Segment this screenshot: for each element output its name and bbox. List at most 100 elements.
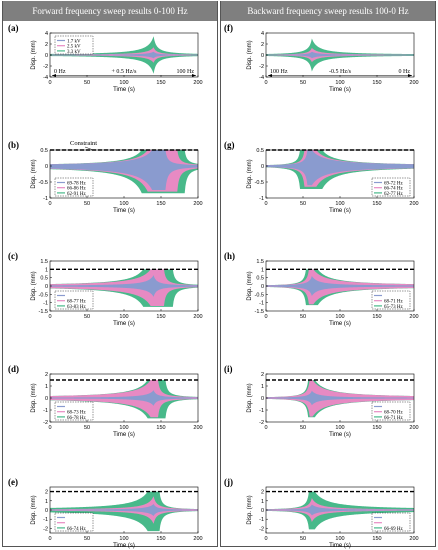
y-tick-label: -1 — [43, 301, 48, 307]
x-axis-label: Time (s) — [113, 321, 135, 327]
panel-label: (f) — [224, 23, 233, 33]
panel-label: (h) — [224, 251, 235, 261]
y-tick-label: 2 — [45, 490, 48, 496]
y-tick-label: 0.5 — [40, 148, 48, 154]
x-axis-label: Time (s) — [329, 432, 351, 438]
legend-label: 68-73 Hz — [67, 411, 87, 416]
x-tick-label: 200 — [193, 314, 202, 320]
legend-label: 69-72 Hz — [384, 182, 404, 187]
series-area-1 — [50, 504, 198, 516]
y-tick-label: -1.5 — [255, 309, 264, 315]
series-area-1 — [266, 390, 414, 406]
x-axis-label: Time (s) — [113, 208, 135, 214]
y-axis-label: Disp. (mm) — [31, 40, 37, 69]
series-area-1 — [50, 150, 198, 190]
sweep-arrow-head — [192, 74, 196, 77]
plot-area — [266, 269, 414, 306]
y-tick-label: 4 — [45, 31, 48, 37]
y-tick-label: 2 — [261, 490, 264, 496]
x-tick-label: 50 — [84, 80, 90, 86]
y-tick-label: 1 — [45, 384, 48, 390]
y-tick-label: -1 — [43, 408, 48, 414]
x-tick-label: 100 — [335, 536, 344, 542]
x-tick-label: 50 — [84, 314, 90, 320]
plot-area — [50, 150, 198, 194]
series-area-1 — [266, 51, 414, 59]
y-tick-label: -1 — [259, 301, 264, 307]
backward-column-header: Backward frequency sweep results 100-0 H… — [221, 1, 435, 21]
x-tick-label: 150 — [156, 201, 165, 207]
x-tick-label: 200 — [409, 536, 418, 542]
x-tick-label: 50 — [84, 536, 90, 542]
x-tick-label: 100 — [335, 80, 344, 86]
plot-area — [266, 38, 414, 72]
x-tick-label: 0 — [264, 536, 267, 542]
legend-label: 66-86 Hz — [67, 187, 87, 192]
y-tick-label: -2 — [43, 526, 48, 532]
y-tick-label: -1 — [259, 196, 264, 202]
panel-label: (i) — [224, 364, 233, 374]
x-tick-label: 200 — [409, 314, 418, 320]
constraint-pointer — [84, 146, 93, 150]
legend-label: 2.5 kV — [67, 45, 81, 50]
legend-label: 63-83 Hz — [67, 305, 87, 310]
panel-e: (e) 0 50 100 150 200 Time (s) -2 -1 0 1 2 Disp. (mm)… — [8, 477, 203, 549]
y-axis-label: Disp. (mm) — [31, 159, 37, 188]
y-tick-label: 1 — [261, 267, 264, 273]
y-tick-label: -2 — [259, 64, 264, 70]
x-tick-label: 150 — [372, 536, 381, 542]
y-tick-label: 0.5 — [256, 276, 264, 282]
x-tick-label: 200 — [409, 80, 418, 86]
x-axis-label: Time (s) — [329, 87, 351, 93]
x-tick-label: 150 — [372, 80, 381, 86]
legend-label: 1.7 kV — [67, 40, 81, 45]
panel-f: (f) 0 50 100 150 200 Time (s) -4 -2 0 2 4 Disp. (mm)… — [224, 23, 419, 93]
x-axis-label: Time (s) — [329, 208, 351, 214]
y-tick-label: -2 — [43, 420, 48, 426]
y-tick-label: 0 — [261, 508, 264, 514]
x-axis-label: Time (s) — [113, 87, 135, 93]
y-axis-label: Disp. (mm) — [247, 159, 253, 188]
x-tick-label: 150 — [372, 314, 381, 320]
series-area-1 — [50, 390, 198, 406]
y-tick-label: 0 — [45, 53, 48, 59]
x-tick-label: 150 — [372, 425, 381, 431]
y-tick-label: -0.5 — [255, 180, 264, 186]
x-tick-label: 200 — [193, 201, 202, 207]
y-tick-label: -1 — [259, 408, 264, 414]
y-tick-label: -0.5 — [39, 180, 48, 186]
y-tick-label: 2 — [45, 42, 48, 48]
plot-area — [50, 36, 198, 74]
y-tick-label: 2 — [45, 372, 48, 378]
x-tick-label: 50 — [300, 536, 306, 542]
x-tick-label: 50 — [300, 201, 306, 207]
x-tick-label: 150 — [156, 314, 165, 320]
series-area-1 — [266, 504, 414, 516]
legend-label: 68-77 Hz — [67, 300, 87, 305]
x-tick-label: 100 — [335, 314, 344, 320]
y-tick-label: 1 — [45, 499, 48, 505]
x-tick-label: 150 — [156, 80, 165, 86]
y-tick-label: 0.5 — [256, 148, 264, 154]
y-tick-label: -0.5 — [255, 292, 264, 298]
y-tick-label: 2 — [261, 42, 264, 48]
series-area-1 — [50, 275, 198, 297]
y-axis-label: Disp. (mm) — [31, 383, 37, 412]
y-axis-label: Disp. (mm) — [247, 383, 253, 412]
x-tick-label: 0 — [48, 314, 51, 320]
x-axis-label: Time (s) — [329, 321, 351, 327]
y-tick-label: -1 — [43, 517, 48, 523]
x-tick-label: 0 — [264, 314, 267, 320]
x-tick-label: 0 — [48, 80, 51, 86]
x-tick-label: 200 — [193, 536, 202, 542]
x-tick-label: 50 — [300, 80, 306, 86]
x-tick-label: 200 — [409, 201, 418, 207]
x-tick-label: 150 — [156, 536, 165, 542]
y-tick-label: -4 — [43, 75, 48, 81]
sweep-end-label: 0 Hz — [399, 69, 411, 75]
y-tick-label: -2 — [43, 64, 48, 70]
y-tick-label: 4 — [261, 31, 264, 37]
panel-label: (c) — [8, 251, 18, 261]
y-tick-label: 0 — [45, 284, 48, 290]
